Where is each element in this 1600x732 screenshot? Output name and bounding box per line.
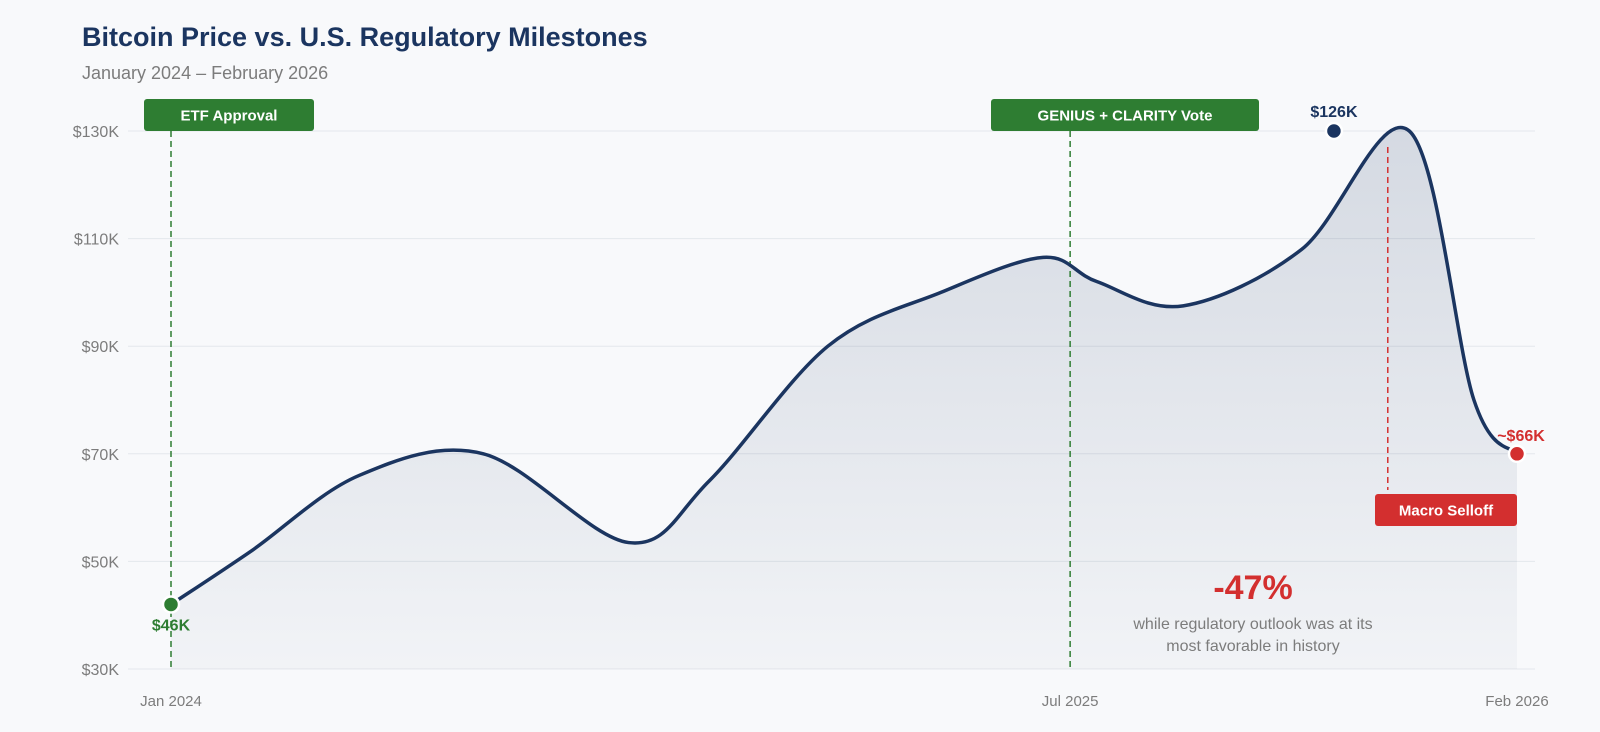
y-tick-label: $90K	[82, 339, 120, 356]
milestone-label: Macro Selloff	[1399, 503, 1494, 520]
y-tick-label: $130K	[73, 124, 120, 141]
x-tick-label: Feb 2026	[1485, 693, 1548, 710]
point-label: ~$66K	[1497, 428, 1545, 445]
chart-subtitle: January 2024 – February 2026	[82, 63, 329, 83]
milestone-label: GENIUS + CLARITY Vote	[1038, 108, 1213, 125]
annotation-line: while regulatory outlook was at its	[1132, 616, 1372, 633]
drop-percentage: -47%	[1213, 569, 1292, 607]
x-tick-label: Jul 2025	[1042, 693, 1099, 710]
point-marker	[1324, 121, 1344, 141]
y-tick-label: $110K	[74, 232, 119, 249]
point-marker	[161, 595, 181, 614]
y-tick-label: $30K	[82, 662, 120, 679]
point-label: $126K	[1310, 104, 1358, 121]
point-label: $46K	[152, 617, 191, 634]
milestone-box	[144, 99, 314, 131]
y-tick-label: $50K	[82, 554, 120, 571]
point-marker	[1507, 444, 1527, 464]
milestone-box	[991, 99, 1259, 131]
milestone-box	[1375, 494, 1517, 526]
y-tick-label: $70K	[82, 447, 120, 464]
price-line	[169, 126, 1519, 607]
x-tick-label: Jan 2024	[140, 693, 202, 710]
price-area	[171, 127, 1517, 669]
annotation-line: most favorable in history	[1166, 638, 1339, 655]
milestone-label: ETF Approval	[181, 108, 278, 125]
chart-title: Bitcoin Price vs. U.S. Regulatory Milest…	[82, 22, 648, 52]
